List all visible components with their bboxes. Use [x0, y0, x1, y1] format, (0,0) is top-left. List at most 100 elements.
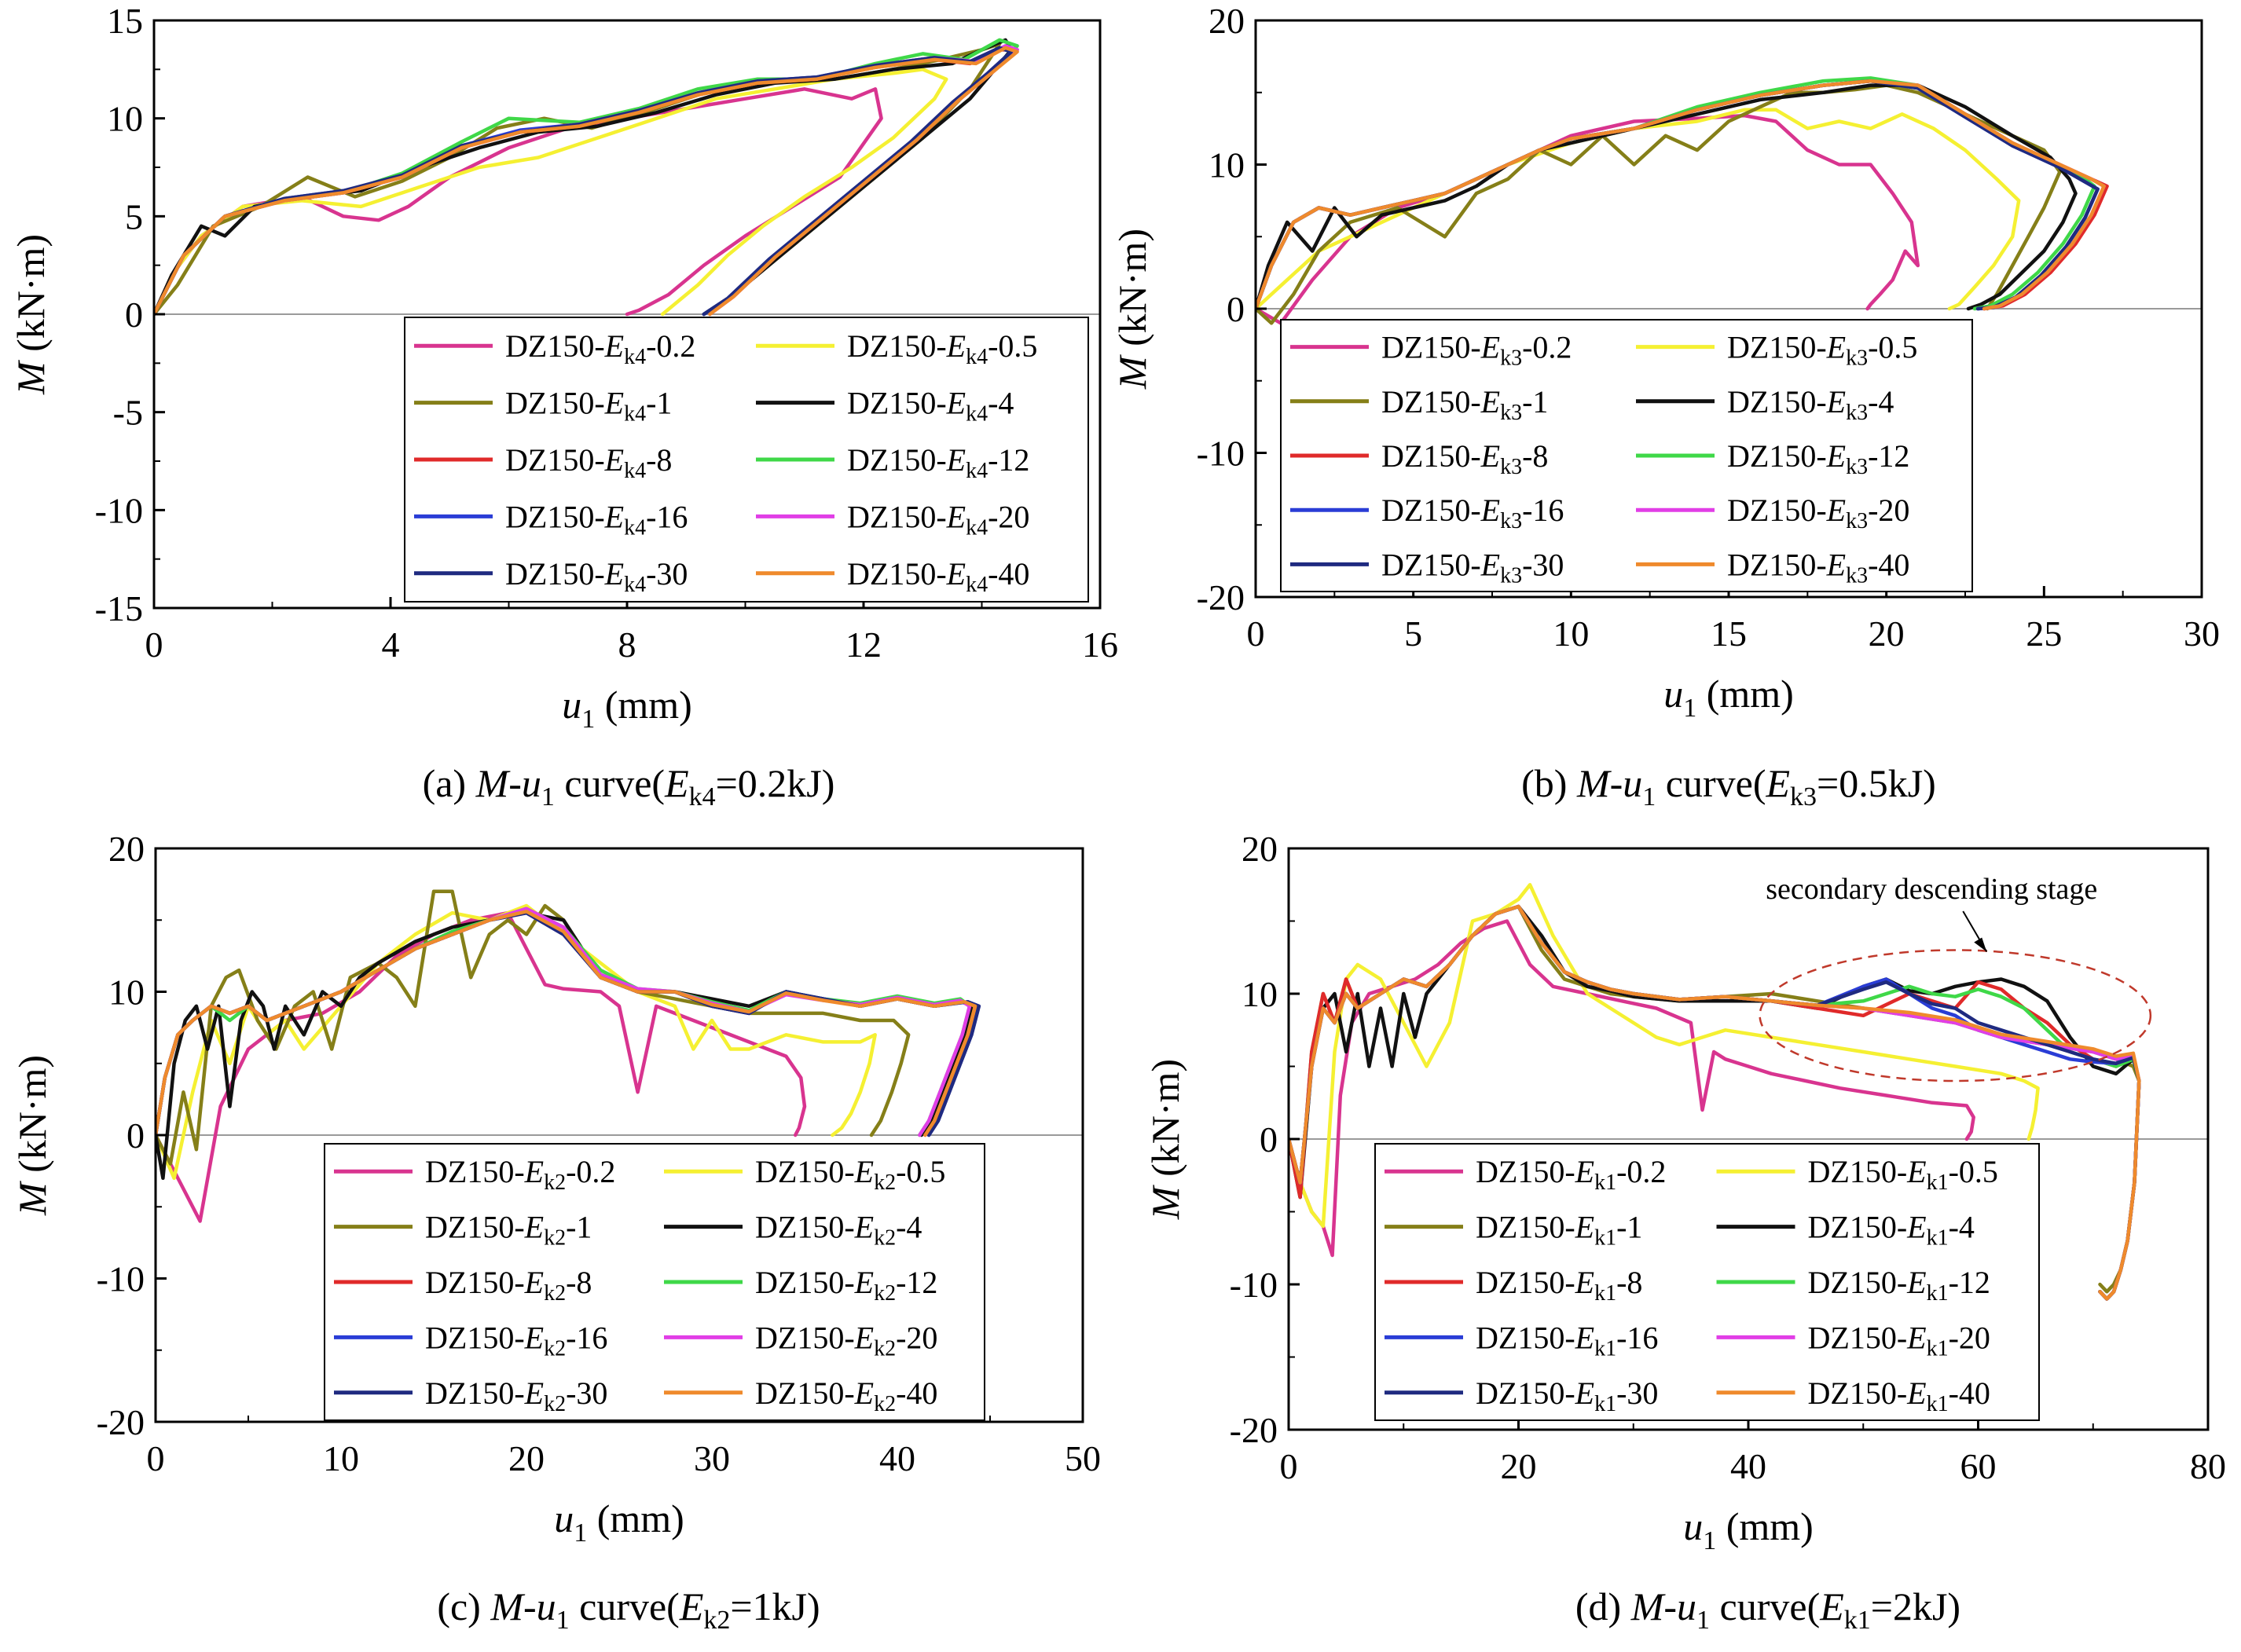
legend-label-1: DZ150-Ek4-1 [505, 386, 672, 427]
series-line-20 [154, 44, 1019, 317]
series-line-4 [154, 38, 1014, 317]
annotation-arrowhead [1974, 937, 1987, 952]
y-tick-label: 5 [125, 196, 143, 236]
legend-label-12: DZ150-Ek3-12 [1727, 438, 1909, 479]
x-tick-label: 50 [1065, 1438, 1101, 1478]
y-axis-title: M (kN·m) [1143, 1059, 1187, 1220]
x-tick-label: 20 [1869, 614, 1905, 654]
series-line-8 [154, 48, 1019, 317]
caption-d: (d) M-u1 curve(Ek1=2kJ) [1575, 1584, 1961, 1635]
y-tick-label: 0 [125, 295, 143, 335]
x-tick-label: 0 [1280, 1446, 1298, 1486]
y-tick-label: -5 [113, 393, 143, 433]
legend-box [1280, 319, 1973, 592]
legend-label-20: DZ150-Ek3-20 [1727, 493, 1909, 533]
annotation-ellipse [1759, 949, 2152, 1082]
series-line-12 [154, 38, 1019, 317]
series-line-40 [1256, 79, 2106, 311]
legend-label-16: DZ150-Ek3-16 [1381, 493, 1564, 533]
x-tick-label: 15 [1711, 614, 1747, 654]
series-line-12 [156, 907, 972, 1137]
x-tick-label: 40 [879, 1438, 915, 1478]
legend-label-40: DZ150-Ek1-40 [1808, 1375, 1990, 1416]
chart-b: 0 5 10 15 20 25 30 -20 -10 0 10 20 u1 (mm) M (kN·m) DZ… [1110, 1, 2220, 723]
y-tick-label: -10 [1230, 1265, 1278, 1305]
x-axis-title: u1 (mm) [562, 683, 692, 734]
x-tick-label: 16 [1082, 625, 1118, 665]
x-tick-label: 8 [618, 625, 636, 665]
legend-label-0.5: DZ150-Ek2-0.5 [755, 1154, 945, 1195]
x-tick-label: 4 [382, 625, 400, 665]
legend-label-30: DZ150-Ek1-30 [1476, 1375, 1658, 1416]
legend-label-30: DZ150-Ek4-30 [505, 556, 688, 597]
series-line-30 [154, 46, 1014, 317]
legend-label-40: DZ150-Ek3-40 [1727, 547, 1909, 588]
y-tick-label: 0 [1260, 1119, 1278, 1159]
legend-label-8: DZ150-Ek2-8 [425, 1265, 592, 1306]
legend-label-16: DZ150-Ek2-16 [425, 1320, 607, 1361]
series-line-0.5 [156, 903, 877, 1181]
y-axis-title: M (kN·m) [9, 234, 53, 395]
y-tick-label: 10 [108, 973, 145, 1013]
legend: DZ150-Ek4-0.2 DZ150-Ek4-0.5 DZ150-Ek4-1 DZ1… [404, 317, 1089, 603]
legend-box [1374, 1143, 2040, 1421]
y-tick-label: 10 [1242, 974, 1278, 1014]
series-line-0.5 [1256, 108, 2021, 311]
series-line-0.5 [1289, 883, 2040, 1229]
legend-label-1: DZ150-Ek3-1 [1381, 384, 1548, 425]
y-tick-label: -10 [97, 1259, 145, 1299]
x-tick-label: 0 [1247, 614, 1265, 654]
series-line-12 [1256, 76, 2096, 311]
x-axis-title: u1 (mm) [1683, 1504, 1814, 1555]
x-tick-label: 40 [1730, 1446, 1766, 1486]
legend-label-0.5: DZ150-Ek4-0.5 [847, 328, 1037, 369]
legend-label-8: DZ150-Ek1-8 [1476, 1265, 1642, 1306]
caption-c: (c) M-u1 curve(Ek2=1kJ) [437, 1584, 820, 1635]
series-line-40 [154, 46, 1019, 317]
legend-label-12: DZ150-Ek2-12 [755, 1265, 937, 1306]
x-tick-label: 20 [1501, 1446, 1537, 1486]
x-tick-label: 10 [323, 1438, 359, 1478]
x-tick-label: 5 [1404, 614, 1422, 654]
series-line-16 [154, 46, 1014, 317]
series-line-40 [156, 910, 977, 1137]
legend-label-0.2: DZ150-Ek4-0.2 [505, 328, 695, 369]
legend-label-0.5: DZ150-Ek1-0.5 [1808, 1154, 1998, 1195]
legend: DZ150-Ek2-0.2 DZ150-Ek2-0.5 DZ150-Ek2-1 DZ1… [324, 1143, 985, 1421]
caption-b: (b) M-u1 curve(Ek3=0.5kJ) [1521, 761, 1936, 811]
y-tick-label: 15 [107, 1, 143, 41]
legend-label-0.5: DZ150-Ek3-0.5 [1727, 330, 1917, 371]
x-axis-title: u1 (mm) [554, 1496, 684, 1548]
legend-label-16: DZ150-Ek1-16 [1476, 1320, 1658, 1361]
legend-label-0.2: DZ150-Ek3-0.2 [1381, 330, 1572, 371]
y-tick-label: -20 [97, 1402, 145, 1442]
series-line-1 [156, 889, 911, 1166]
series-line-20 [156, 907, 972, 1137]
legend-label-30: DZ150-Ek3-30 [1381, 547, 1564, 588]
y-tick-label: -10 [95, 490, 143, 530]
series-line-0.2 [1256, 113, 1920, 325]
x-tick-label: 0 [145, 625, 163, 665]
legend-label-0.2: DZ150-Ek1-0.2 [1476, 1154, 1666, 1195]
legend-label-8: DZ150-Ek4-8 [505, 442, 672, 483]
y-axis-title: M (kN·m) [10, 1055, 54, 1216]
chart-d: 0 20 40 60 80 -20 -10 0 10 20 u1 (mm) M (kN·m) DZ150… [1143, 829, 2226, 1555]
legend-label-1: DZ150-Ek2-1 [425, 1210, 592, 1251]
y-tick-label: 10 [107, 99, 143, 139]
legend-label-1: DZ150-Ek1-1 [1476, 1210, 1642, 1251]
legend-label-40: DZ150-Ek4-40 [847, 556, 1029, 597]
chart-a: 0 4 8 12 16 -15 -10 -5 0 5 10 15 u1 (mm) M (kN·m) DZ15… [9, 1, 1118, 734]
legend-label-12: DZ150-Ek1-12 [1808, 1265, 1990, 1306]
x-tick-label: 30 [2184, 614, 2220, 654]
y-tick-label: 10 [1209, 145, 1245, 185]
legend-label-20: DZ150-Ek4-20 [847, 499, 1029, 540]
series-line-0.5 [154, 68, 948, 317]
y-tick-label: 20 [1242, 829, 1278, 869]
x-axis-title: u1 (mm) [1663, 672, 1794, 723]
legend-label-4: DZ150-Ek1-4 [1808, 1210, 1975, 1251]
y-tick-label: 0 [127, 1115, 145, 1156]
x-tick-label: 12 [845, 625, 882, 665]
y-axis-title: M (kN·m) [1110, 229, 1154, 390]
